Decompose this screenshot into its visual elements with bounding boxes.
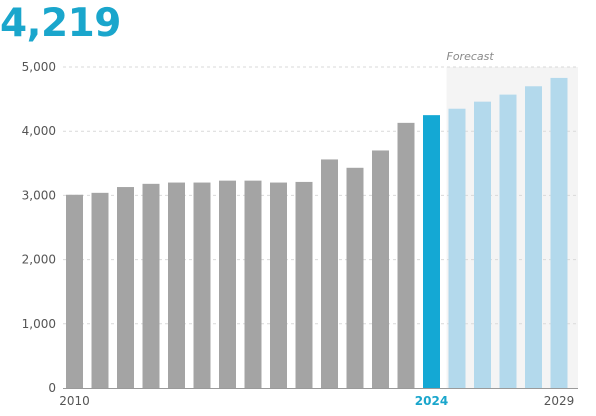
x-tick-label-2010: 2010	[59, 394, 90, 408]
bar-2024	[423, 115, 440, 389]
bar-2025	[448, 108, 466, 388]
bars	[66, 77, 568, 389]
y-tick-label: 3,000	[22, 188, 56, 202]
bar-2026	[474, 101, 491, 388]
y-tick-label: 2,000	[22, 253, 56, 267]
bar-2027	[499, 94, 517, 388]
bar-2029	[550, 77, 568, 388]
bar-2010	[66, 194, 83, 388]
bar-2023	[397, 122, 415, 388]
x-tick-label-2024: 2024	[415, 394, 448, 408]
y-tick-label: 4,000	[22, 124, 56, 138]
bar-2020	[321, 159, 338, 388]
bar-2021	[346, 167, 364, 388]
x-tick-label-2029: 2029	[544, 394, 575, 408]
bar-2016	[219, 180, 236, 388]
bar-2018	[270, 182, 287, 388]
bar-2013	[142, 183, 160, 388]
y-tick-label: 0	[48, 381, 56, 395]
bar-2022	[372, 150, 389, 388]
headline-value: 4,219	[0, 1, 121, 46]
bar-2019	[295, 181, 313, 388]
y-tick-label: 1,000	[22, 317, 56, 331]
bar-2011	[91, 192, 109, 388]
bar-2017	[244, 180, 262, 388]
bar-2015	[193, 182, 211, 388]
y-tick-label: 5,000	[22, 60, 56, 74]
bar-2028	[525, 86, 542, 388]
x-axis-ticks: 2010 2024 2029	[59, 394, 574, 408]
bar-2014	[168, 182, 185, 388]
forecast-label: Forecast	[447, 50, 495, 63]
y-axis-ticks: 0 1,000 2,000 3,000 4,000 5,000	[22, 60, 56, 395]
bar-2012	[117, 187, 134, 388]
